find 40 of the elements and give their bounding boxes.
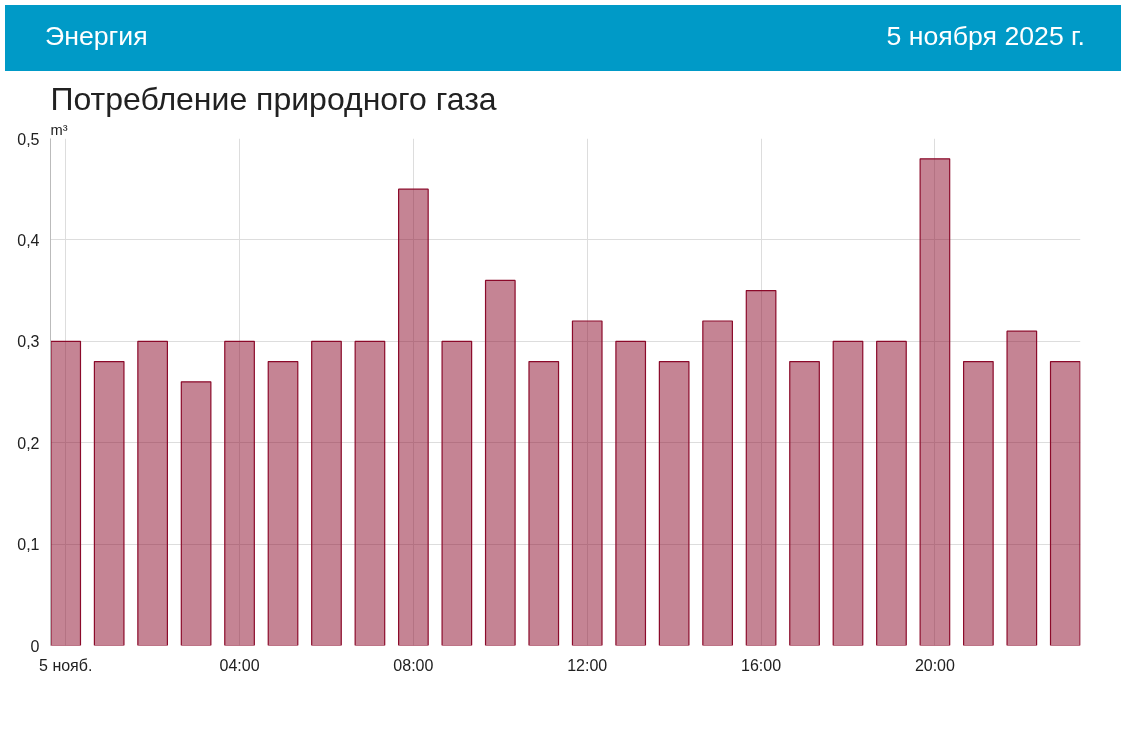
x-tick-label: 04:00	[219, 656, 260, 674]
x-tick-label: 12:00	[567, 656, 608, 674]
bar	[615, 340, 647, 646]
y-tick-label: 0,5	[17, 130, 40, 148]
bar	[398, 188, 429, 646]
bar	[180, 381, 212, 646]
bar	[919, 158, 951, 646]
x-tick-label: 20:00	[914, 656, 956, 674]
bar	[1006, 330, 1038, 646]
bar	[571, 320, 603, 646]
y-axis-title: m³	[50, 121, 68, 138]
y-tick-label: 0,2	[17, 434, 40, 452]
bar	[1049, 360, 1081, 646]
y-tick-label: 0,3	[17, 333, 40, 351]
bar	[441, 340, 473, 646]
bar	[484, 279, 516, 646]
x-tick-label: 16:00	[741, 656, 782, 674]
y-tick-label: 0,1	[17, 536, 40, 554]
bar	[311, 340, 342, 646]
bar	[267, 360, 299, 646]
bar	[137, 340, 169, 646]
y-tick-label: 0	[30, 637, 40, 655]
bar	[962, 360, 994, 646]
bar	[658, 360, 690, 646]
x-tick-label: 5 нояб.	[39, 656, 93, 674]
bar	[789, 360, 820, 646]
chart-title: Потребление природного газа	[50, 80, 497, 117]
bar	[93, 360, 125, 646]
bar	[354, 340, 386, 646]
bar	[876, 340, 907, 646]
bar	[50, 340, 82, 646]
bar	[832, 340, 864, 646]
y-tick-label: 0,4	[17, 231, 40, 249]
bar	[528, 360, 560, 646]
bar	[745, 290, 777, 646]
bar	[702, 320, 733, 646]
x-tick-label: 08:00	[393, 656, 434, 674]
text: Энергия	[45, 20, 148, 53]
bar	[224, 340, 255, 646]
text: 5 ноября 2025 г.	[886, 20, 1085, 53]
